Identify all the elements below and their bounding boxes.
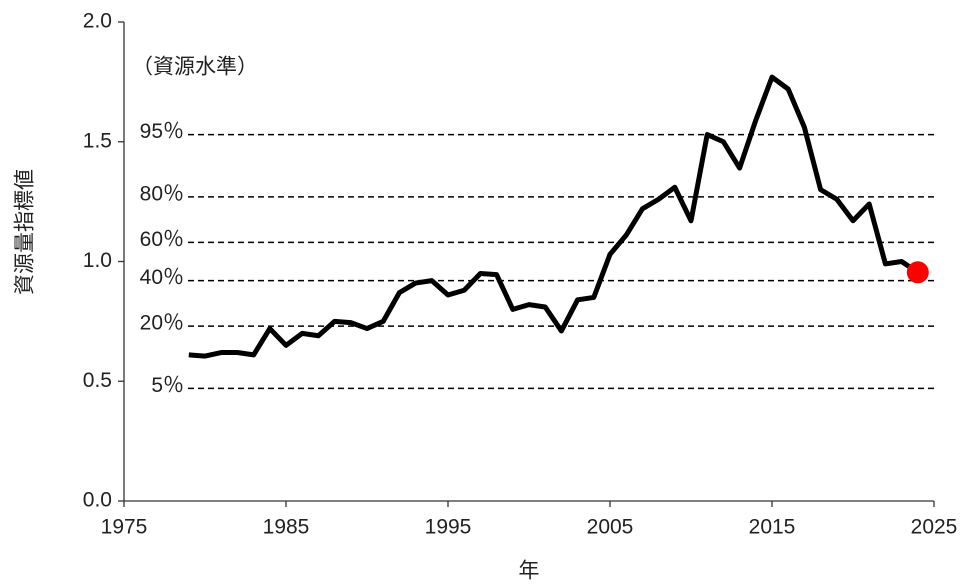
y-tick-label: 1.5 xyxy=(83,129,112,152)
reference-label: 40％ xyxy=(140,266,184,289)
x-axis-label: 年 xyxy=(519,560,540,583)
reference-label: 60％ xyxy=(140,228,184,251)
reference-label: 5％ xyxy=(151,374,184,397)
y-tick-label: 0.5 xyxy=(83,369,112,392)
y-tick-label: 0.0 xyxy=(83,489,112,512)
x-tick-label: 1975 xyxy=(101,516,148,539)
data-line xyxy=(188,74,920,359)
reference-label: 20％ xyxy=(140,312,184,335)
reference-label: 80％ xyxy=(140,182,184,205)
y-tick-label: 1.0 xyxy=(83,249,112,272)
x-tick-label: 2015 xyxy=(749,516,796,539)
y-axis-label: 資源量指標値 xyxy=(14,169,37,295)
annotation: （資源水準） xyxy=(132,56,258,79)
x-tick-label: 1995 xyxy=(425,516,472,539)
x-tick-label: 1985 xyxy=(263,516,310,539)
x-tick-label: 2025 xyxy=(911,516,958,539)
x-tick-label: 2005 xyxy=(587,516,634,539)
reference-label: 95％ xyxy=(140,120,184,143)
y-tick-label: 2.0 xyxy=(83,10,112,33)
latest-point xyxy=(906,261,929,284)
